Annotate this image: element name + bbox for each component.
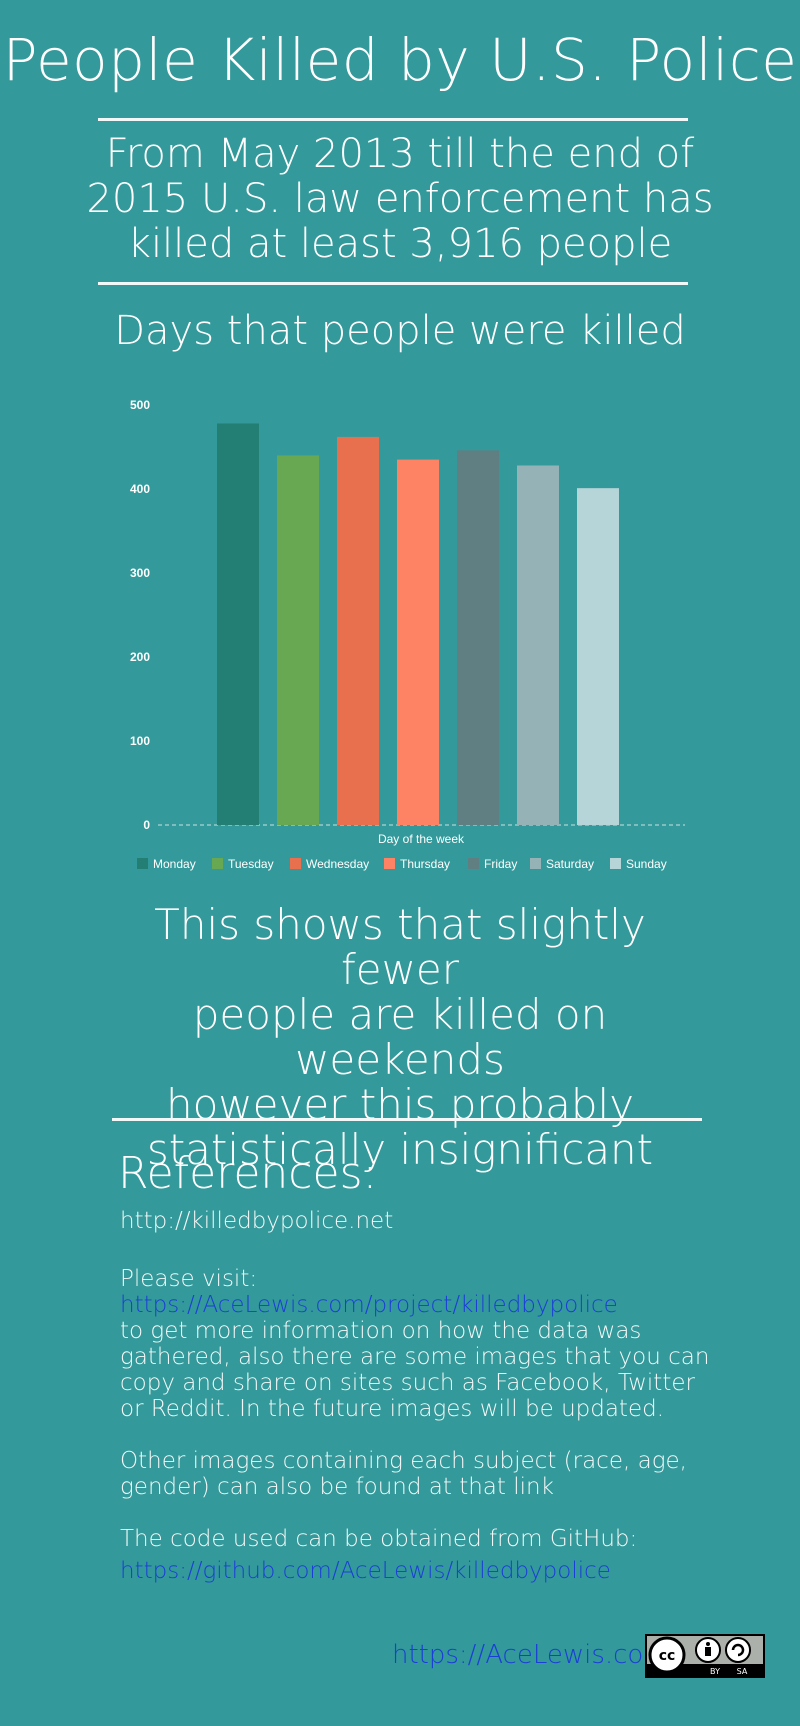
headline-line: From May 2013 till the end of (105, 131, 695, 177)
y-tick-label: 0 (143, 818, 150, 832)
code-block: The code used can be obtained from GitHu… (120, 1526, 637, 1584)
y-tick-label: 400 (130, 482, 150, 496)
other-line: Other images containing each subject (ra… (120, 1448, 687, 1474)
y-tick-label: 200 (130, 650, 150, 664)
divider (98, 282, 688, 285)
bar-tuesday (277, 455, 319, 825)
license-by-label: BY (710, 1667, 720, 1676)
legend-label: Saturday (546, 857, 594, 871)
legend-label: Wednesday (306, 857, 369, 871)
legend-swatch (137, 858, 148, 869)
reference-source: http://killedbypolice.net (120, 1208, 394, 1234)
bar-friday (457, 450, 499, 825)
visit-line: copy and share on sites such as Facebook… (120, 1370, 695, 1396)
y-tick-label: 300 (130, 566, 150, 580)
visit-line: gathered, also there are some images tha… (120, 1344, 710, 1370)
divider (98, 118, 688, 121)
legend-label: Sunday (626, 857, 667, 871)
divider (112, 1118, 702, 1121)
site-link[interactable]: https://AceLewis.com (392, 1640, 669, 1670)
bar-wednesday (337, 436, 379, 825)
other-images-block: Other images containing each subject (ra… (120, 1448, 687, 1500)
bar-thursday (397, 459, 439, 825)
bar-sunday (577, 488, 619, 825)
legend-label: Monday (153, 857, 196, 871)
legend-swatch (212, 858, 223, 869)
legend-label: Tuesday (228, 857, 274, 871)
creative-commons-by-sa-icon: cc BY SA (645, 1634, 765, 1678)
conclusion-line: people are killed on weekends (192, 990, 608, 1084)
bar-monday (217, 423, 259, 825)
visit-label: Please visit: (120, 1266, 258, 1292)
legend-swatch (384, 858, 395, 869)
legend-swatch (530, 858, 541, 869)
code-label: The code used can be obtained from GitHu… (120, 1526, 638, 1552)
project-link[interactable]: https://AceLewis.com/project/killedbypol… (120, 1292, 618, 1318)
legend-label: Thursday (400, 857, 450, 871)
conclusion-line: statistically insignificant (146, 1125, 654, 1174)
other-line: gender) can also be found at that link (120, 1474, 554, 1500)
bar-saturday (517, 465, 559, 825)
conclusion-text: This shows that slightly fewer people ar… (90, 902, 710, 1172)
headline-summary: From May 2013 till the end of 2015 U.S. … (80, 132, 720, 267)
chart-title: Days that people were killed (114, 308, 686, 354)
legend-swatch (468, 858, 479, 869)
y-tick-label: 100 (130, 734, 150, 748)
bar-chart: 0 100 200 300 400 500 Day of the week Monday Tue… (130, 398, 685, 871)
headline-line: 2015 U.S. law enforcement has (86, 176, 714, 222)
visit-line: or Reddit. In the future images will be … (120, 1396, 665, 1422)
license-sa-label: SA (737, 1667, 748, 1676)
references-heading: References: (118, 1148, 378, 1199)
headline-line: killed at least 3,916 people (127, 221, 673, 267)
y-tick-label: 500 (130, 398, 150, 412)
svg-text:cc: cc (659, 1648, 676, 1664)
conclusion-line: This shows that slightly fewer (154, 900, 646, 994)
legend-label: Friday (484, 857, 517, 871)
github-link[interactable]: https://github.com/AceLewis/killedbypoli… (120, 1558, 611, 1584)
visit-block: Please visit: https://AceLewis.com/proje… (120, 1266, 709, 1422)
page-title: People Killed by U.S. Police (2, 26, 798, 94)
visit-line: to get more information on how the data … (120, 1318, 642, 1344)
legend-swatch (290, 858, 301, 869)
legend-swatch (610, 858, 621, 869)
x-axis-label: Day of the week (378, 832, 465, 846)
